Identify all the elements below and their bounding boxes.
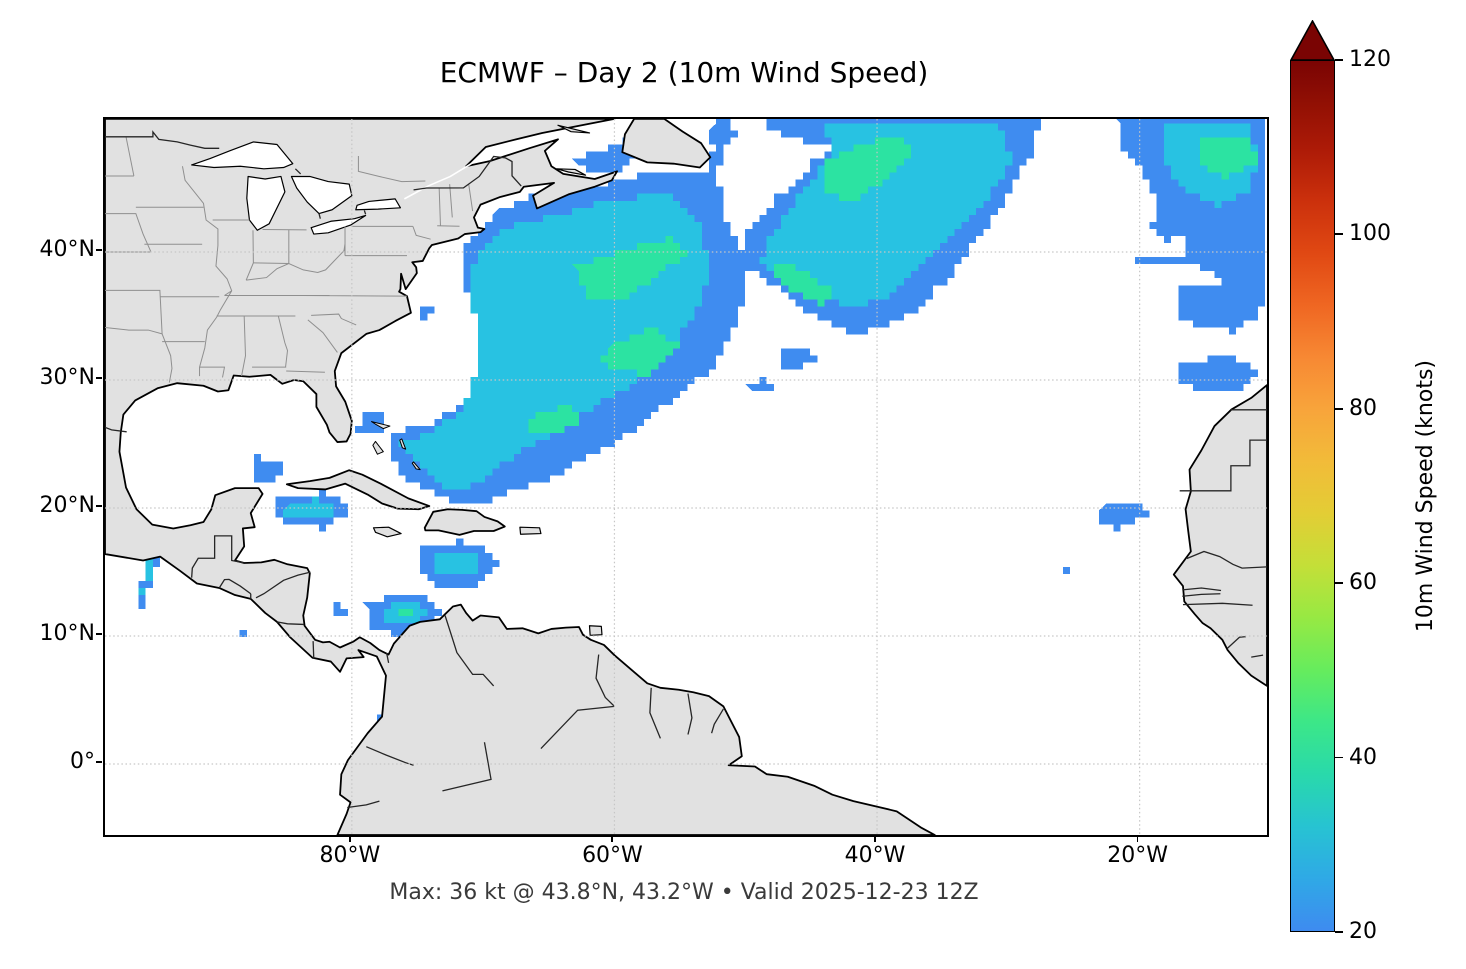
state-borders — [105, 137, 473, 383]
colorbar-over-arrow — [1290, 20, 1335, 60]
prince-edward-island — [557, 169, 586, 175]
wind-region-newfoundland-east — [708, 123, 738, 152]
colorbar-tick-mark — [1335, 233, 1343, 236]
wind-region-cuba-south-core — [282, 496, 334, 518]
lat-tick-label: 0° — [70, 748, 95, 774]
wind-region-hatteras-dots — [420, 306, 435, 321]
lat-tick-mark — [96, 760, 102, 763]
lat-tick-mark — [96, 632, 102, 635]
lake-superior — [192, 142, 293, 169]
colorbar-tick-label: 20 — [1349, 919, 1377, 944]
lon-tick-label: 40°W — [844, 843, 906, 868]
wind-region-midocean-1 — [781, 348, 818, 370]
wind-region-central-core-green — [824, 137, 912, 201]
anticosti-island — [558, 125, 590, 133]
colorbar-tick-label: 80 — [1349, 395, 1377, 421]
colorbar-tick-mark — [1335, 931, 1343, 933]
mainland-americas — [105, 119, 935, 835]
jamaica — [374, 527, 402, 537]
trinidad — [589, 626, 601, 636]
colorbar-tick-mark — [1335, 407, 1343, 410]
grid-svg — [105, 119, 1267, 835]
lake-ontario — [356, 199, 401, 210]
colorbar-tick-label: 100 — [1349, 221, 1391, 247]
lon-tick-mark — [1136, 836, 1139, 842]
lat-tick-label: 40°N — [39, 236, 95, 262]
colorbar-tick-mark — [1335, 582, 1343, 584]
wind-region-hispaniola-south-core — [427, 552, 486, 574]
lon-tick-label: 60°W — [582, 843, 643, 868]
lat-tick-mark — [96, 248, 102, 251]
wind-region-gulf-maine — [499, 200, 536, 222]
wind-region-azores-streak — [1135, 257, 1266, 265]
wind-region-ne-swirl-green — [1200, 137, 1258, 180]
wind-region-madeira-patch — [1178, 285, 1258, 335]
colorbar-tick-mark — [1335, 756, 1343, 759]
bahamas — [372, 422, 421, 470]
puerto-rico — [520, 527, 541, 534]
cuba — [287, 470, 429, 509]
caption: Max: 36 kt @ 43.8°N, 43.2°W • Valid 2025… — [389, 880, 979, 905]
lat-tick-mark — [96, 376, 102, 379]
wind-region-nw-core-green-2 — [600, 327, 681, 377]
lon-tick-mark — [874, 836, 876, 842]
country-borders — [105, 132, 1267, 808]
west-africa — [1174, 385, 1267, 686]
chart-title: ECMWF – Day 2 (10m Wind Speed) — [439, 56, 929, 89]
wind-field — [138, 119, 1266, 722]
colorbar-tick-label: 40 — [1349, 744, 1377, 770]
wind-region-florida-east — [355, 411, 385, 434]
lon-tick-label: 80°W — [319, 843, 381, 868]
hispaniola — [425, 509, 505, 535]
lon-tick-mark — [611, 836, 614, 842]
lon-tick-mark — [348, 836, 351, 842]
wind-region-midocean-2 — [745, 376, 774, 391]
wind-region-nw-core-green-1 — [571, 235, 688, 300]
lake-huron — [291, 176, 351, 213]
wind-region-yucatan-channel — [246, 454, 283, 483]
wind-region-nw-core-green-3 — [528, 404, 579, 434]
wind-region-canary-patch — [1178, 355, 1258, 391]
colorbar-gradient — [1290, 60, 1335, 932]
great-lakes — [192, 142, 401, 234]
lat-tick-label: 30°N — [39, 364, 95, 390]
colorbar — [1290, 20, 1335, 932]
colorbar-tick-mark — [1335, 59, 1343, 61]
newfoundland — [622, 119, 710, 168]
colorbar-tick-label: 120 — [1349, 47, 1391, 72]
lon-tick-label: 20°W — [1107, 843, 1168, 868]
lat-tick-mark — [96, 504, 102, 507]
wind-region-central-core-green-2 — [766, 264, 839, 307]
wind-region-carib-dots — [333, 602, 348, 617]
map-plot — [103, 117, 1269, 837]
st-lawrence-river — [404, 164, 471, 199]
wind-region-central-atlantic-core — [759, 123, 1013, 307]
colorbar-tick-label: 60 — [1349, 570, 1377, 596]
colorbar-label: 10m Wind Speed (knots) — [1412, 359, 1438, 633]
wind-region-colombia-coast-green — [398, 609, 413, 617]
lat-tick-label: 20°N — [39, 492, 95, 518]
map-svg — [105, 119, 1267, 835]
lat-tick-label: 10°N — [39, 620, 95, 646]
wind-region-cape-verde-dot — [1062, 566, 1071, 574]
lake-michigan — [247, 176, 285, 230]
wind-region-papagayo — [239, 630, 255, 638]
land-masses — [105, 119, 1267, 835]
lake-erie — [311, 216, 365, 235]
